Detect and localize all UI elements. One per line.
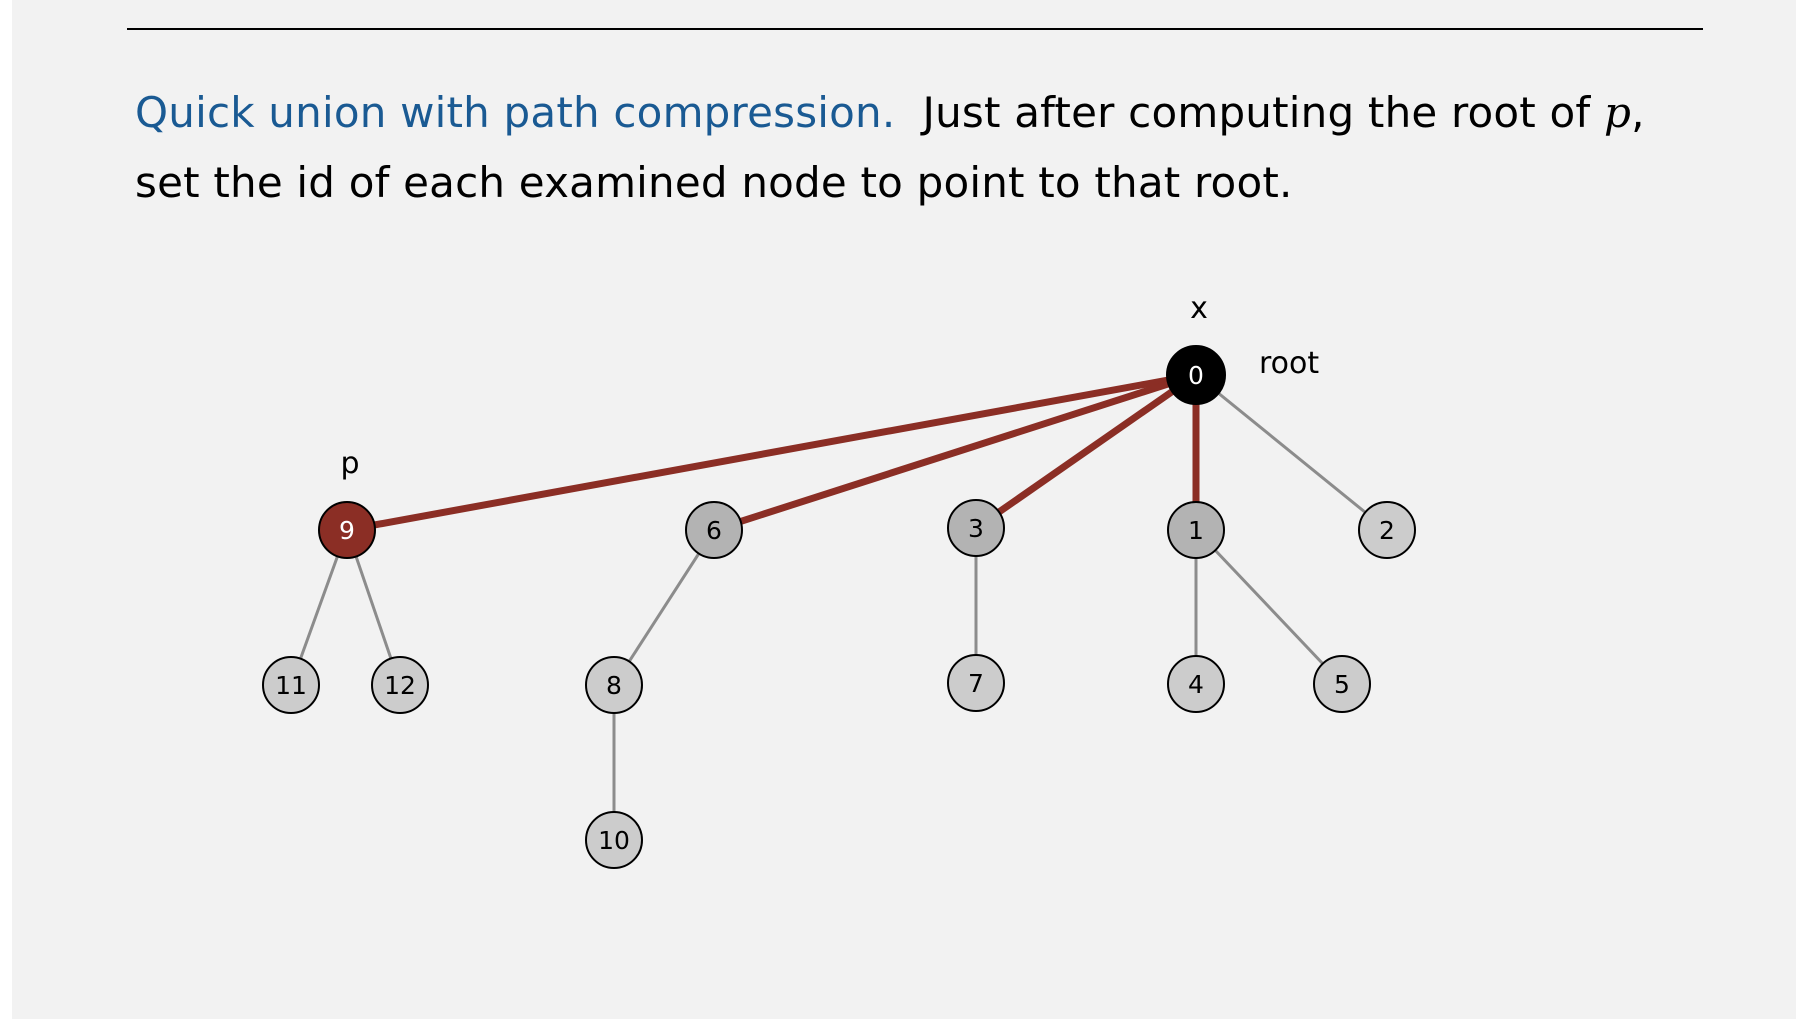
node-11-circle bbox=[262, 656, 320, 714]
edge-6-8 bbox=[612, 529, 716, 686]
edges-layer bbox=[289, 371, 1388, 840]
edge-0-9 bbox=[346, 371, 1197, 534]
node-9-label: 9 bbox=[339, 516, 355, 545]
variable-p: p bbox=[1603, 88, 1632, 137]
node-4-circle bbox=[1167, 655, 1225, 713]
node-10-label: 10 bbox=[598, 826, 630, 855]
node-11: 11 bbox=[262, 656, 320, 714]
comma: , bbox=[1631, 88, 1645, 137]
node-8: 8 bbox=[585, 656, 643, 714]
label-p-9: p bbox=[340, 446, 359, 481]
node-6: 6 bbox=[685, 501, 743, 559]
node-5-circle bbox=[1313, 655, 1371, 713]
node-10-circle bbox=[585, 811, 643, 869]
edge-0-3 bbox=[974, 372, 1198, 531]
nodes-layer: 09 6 3 1 211 12 8 7 4 510 bbox=[262, 345, 1416, 869]
description-line-2: set the id of each examined node to poin… bbox=[135, 158, 1293, 207]
node-10: 10 bbox=[585, 811, 643, 869]
node-1-circle bbox=[1167, 501, 1225, 559]
label-x-0: x bbox=[1190, 291, 1208, 326]
node-6-label: 6 bbox=[706, 516, 722, 545]
node-0: 0 bbox=[1166, 345, 1226, 405]
node-7-label: 7 bbox=[968, 669, 984, 698]
node-8-circle bbox=[585, 656, 643, 714]
node-2-label: 2 bbox=[1379, 516, 1395, 545]
node-2: 2 bbox=[1358, 501, 1416, 559]
node-7: 7 bbox=[947, 654, 1005, 712]
description-text: Quick union with path compression. Just … bbox=[135, 78, 1695, 218]
slide-background bbox=[12, 0, 1796, 1019]
node-12-circle bbox=[371, 656, 429, 714]
node-3-circle bbox=[947, 499, 1005, 557]
edge-0-2 bbox=[1195, 373, 1388, 532]
node-3-label: 3 bbox=[968, 514, 984, 543]
node-0-circle bbox=[1166, 345, 1226, 405]
edge-1-5 bbox=[1194, 528, 1344, 686]
node-12-label: 12 bbox=[384, 671, 416, 700]
node-3: 3 bbox=[947, 499, 1005, 557]
node-12: 12 bbox=[371, 656, 429, 714]
node-1-label: 1 bbox=[1188, 516, 1204, 545]
lead-phrase: Quick union with path compression. bbox=[135, 88, 896, 137]
edge-0-6 bbox=[712, 371, 1198, 534]
node-11-label: 11 bbox=[275, 671, 307, 700]
node-8-label: 8 bbox=[606, 671, 622, 700]
node-0-label: 0 bbox=[1188, 361, 1204, 390]
node-5: 5 bbox=[1313, 655, 1371, 713]
node-4-label: 4 bbox=[1188, 670, 1204, 699]
node-9-circle bbox=[318, 501, 376, 559]
node-6-circle bbox=[685, 501, 743, 559]
node-2-circle bbox=[1358, 501, 1416, 559]
labels-layer: x root p bbox=[340, 291, 1319, 481]
description-part: Just after computing the root of bbox=[922, 88, 1604, 137]
node-4: 4 bbox=[1167, 655, 1225, 713]
label-root-0: root bbox=[1259, 346, 1319, 381]
node-5-label: 5 bbox=[1334, 670, 1350, 699]
node-1: 1 bbox=[1167, 501, 1225, 559]
node-7-circle bbox=[947, 654, 1005, 712]
node-9: 9 bbox=[318, 501, 376, 559]
title-rule bbox=[127, 28, 1703, 30]
